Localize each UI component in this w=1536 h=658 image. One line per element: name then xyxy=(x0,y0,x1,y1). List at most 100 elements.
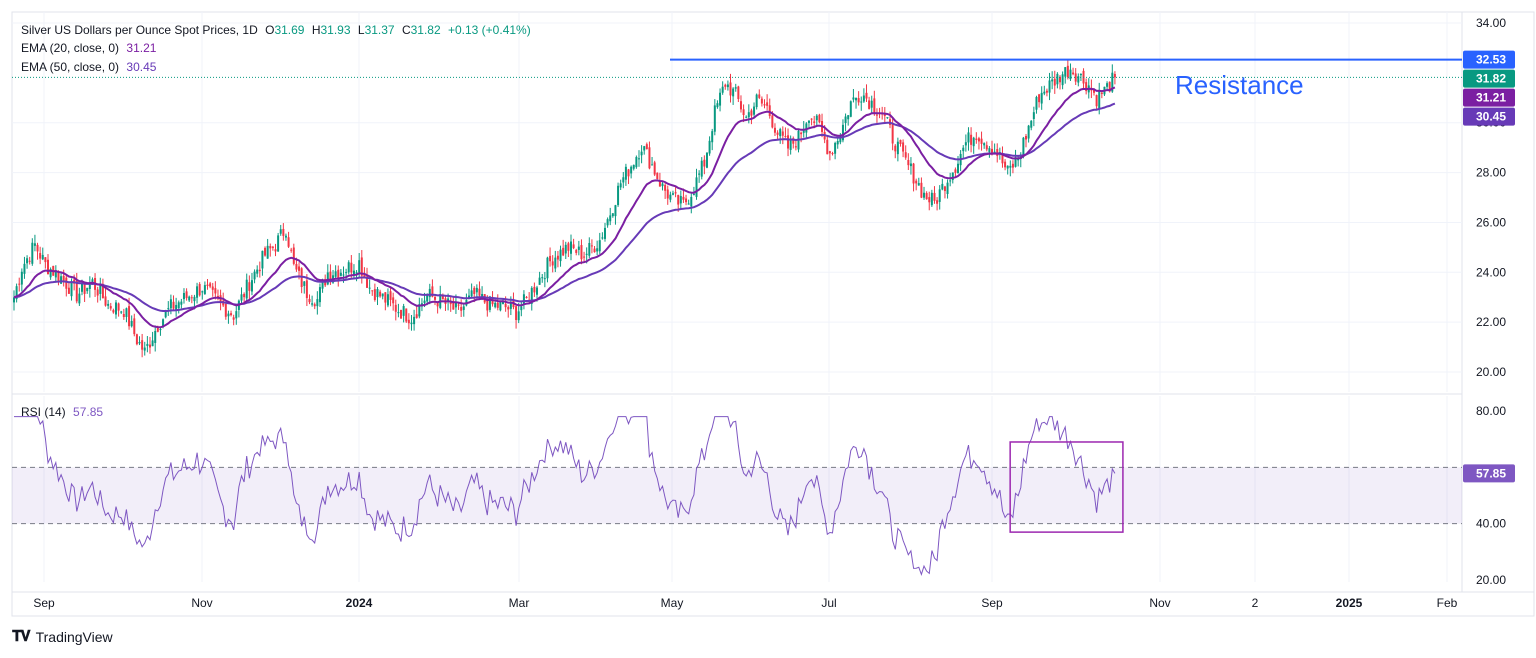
rsi-tick-label: 80.00 xyxy=(1476,404,1506,418)
candle-body xyxy=(80,282,83,292)
time-tick-label: 2 xyxy=(1252,596,1259,610)
candle-body xyxy=(282,228,285,236)
price-tick-label: 20.00 xyxy=(1476,365,1506,379)
candle-body xyxy=(818,114,821,123)
candle-body xyxy=(379,291,382,297)
candle-body xyxy=(611,213,614,217)
candle-body xyxy=(855,97,858,101)
candle-body xyxy=(405,308,408,322)
price-badge-label: 30.45 xyxy=(1476,110,1506,124)
candle-body xyxy=(828,151,831,154)
candle-body xyxy=(894,145,897,152)
candle-body xyxy=(292,247,295,264)
candle-body xyxy=(771,115,774,128)
candle-body xyxy=(376,289,379,298)
legend-open: 31.69 xyxy=(274,23,305,37)
price-badge xyxy=(1463,69,1515,88)
candle-body xyxy=(198,284,201,296)
candle-body xyxy=(606,219,609,226)
candle-body xyxy=(834,142,837,154)
candle-body xyxy=(1048,80,1051,93)
candle-body xyxy=(773,127,776,133)
candle-body xyxy=(729,82,732,96)
candle-body xyxy=(700,160,703,177)
candle-body xyxy=(211,286,214,290)
candle-body xyxy=(128,306,131,327)
candle-body xyxy=(240,294,243,301)
candle-body xyxy=(588,242,591,256)
candle-body xyxy=(687,203,690,205)
candle-body xyxy=(162,319,165,327)
candle-body xyxy=(713,105,716,132)
candle-body xyxy=(350,262,353,273)
candle-body xyxy=(807,120,810,123)
rsi-value: 57.85 xyxy=(73,405,104,419)
candle-body xyxy=(431,286,434,297)
candle-body xyxy=(277,235,280,252)
candle-body xyxy=(596,248,599,252)
candle-body xyxy=(491,298,494,305)
candle-body xyxy=(339,272,342,276)
candle-body xyxy=(980,138,983,144)
candle-body xyxy=(172,301,175,309)
rsi-tick-label: 40.00 xyxy=(1476,517,1506,531)
candle-body xyxy=(1113,73,1116,78)
candle-body xyxy=(873,98,876,113)
legend-high-label: H xyxy=(311,23,321,37)
time-tick-label: Jul xyxy=(821,596,836,610)
candle-body xyxy=(674,192,677,194)
candle-body xyxy=(849,101,852,117)
candle-body xyxy=(308,298,311,303)
candle-body xyxy=(1056,73,1059,85)
candle-body xyxy=(313,304,316,307)
candle-body xyxy=(185,291,188,299)
candle-body xyxy=(1006,165,1009,169)
tradingview-logo-icon: 𝐓𝐕 xyxy=(12,628,31,645)
candle-body xyxy=(250,280,253,292)
candle-body xyxy=(473,287,476,294)
candle-body xyxy=(831,153,834,155)
candle-body xyxy=(371,290,374,292)
legend-low-label: L xyxy=(357,23,365,37)
candle-body xyxy=(125,308,128,317)
candle-body xyxy=(305,280,308,299)
candle-body xyxy=(1011,163,1014,168)
candle-body xyxy=(329,271,332,280)
candle-body xyxy=(386,294,389,306)
candle-body xyxy=(556,255,559,260)
candle-body xyxy=(156,327,159,332)
candle-body xyxy=(1064,67,1067,77)
candle-body xyxy=(114,302,117,315)
ema50-line xyxy=(13,102,1116,312)
candle-body xyxy=(389,291,392,300)
candle-body xyxy=(70,281,73,297)
candle-body xyxy=(575,249,578,253)
rsi-line xyxy=(14,416,1116,576)
candle-body xyxy=(499,302,502,311)
candle-body xyxy=(434,296,437,300)
candle-body xyxy=(737,86,740,100)
candle-body xyxy=(486,300,489,311)
legend-change: +0.13 (+0.41%) xyxy=(447,23,531,37)
candle-body xyxy=(60,276,63,284)
candle-body xyxy=(1100,92,1103,95)
candle-body xyxy=(13,297,15,303)
candle-body xyxy=(802,129,805,133)
candle-body xyxy=(1004,161,1007,168)
candle-body xyxy=(865,92,868,99)
candle-body xyxy=(1030,120,1033,128)
candle-body xyxy=(590,245,593,247)
footer-brand: TradingView xyxy=(35,628,113,645)
candlestick-series xyxy=(13,60,1116,358)
candle-body xyxy=(423,300,426,303)
candle-body xyxy=(776,132,779,135)
candle-body xyxy=(964,142,967,146)
candle-body xyxy=(739,101,742,110)
candle-body xyxy=(248,282,251,291)
candle-body xyxy=(1014,157,1017,167)
candle-body xyxy=(1106,83,1109,87)
candle-body xyxy=(321,280,324,289)
grid-lines xyxy=(11,11,1535,617)
candle-body xyxy=(470,290,473,297)
candle-body xyxy=(627,169,630,177)
